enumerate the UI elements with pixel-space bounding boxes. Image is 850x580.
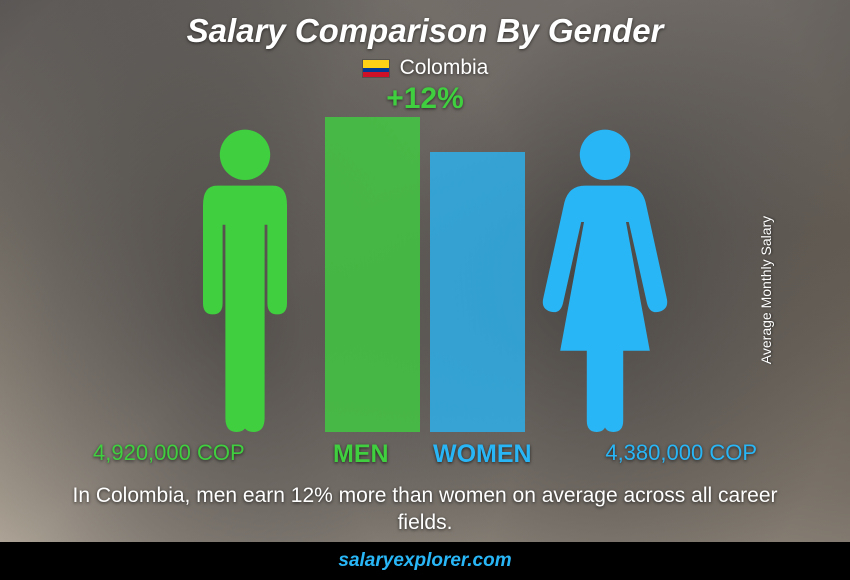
page-title: Salary Comparison By Gender bbox=[187, 12, 664, 50]
gender-women-label: WOMEN bbox=[433, 440, 532, 469]
bar-men bbox=[325, 117, 420, 432]
woman-icon bbox=[535, 124, 675, 432]
infographic-container: Salary Comparison By Gender Colombia +12… bbox=[0, 0, 850, 580]
footer-bar: salaryexplorer.com bbox=[0, 542, 850, 580]
gender-men-label: MEN bbox=[333, 440, 389, 469]
flag-stripe-red bbox=[363, 72, 389, 76]
country-label: Colombia bbox=[400, 56, 489, 80]
caption-text: In Colombia, men earn 12% more than wome… bbox=[55, 482, 795, 537]
labels-row: 4,920,000 COP MEN WOMEN 4,380,000 COP bbox=[75, 440, 775, 472]
flag-stripe-yellow bbox=[363, 60, 389, 69]
percentage-difference-label: +12% bbox=[386, 82, 464, 116]
country-row: Colombia bbox=[362, 56, 489, 80]
bar-women bbox=[430, 152, 525, 432]
man-icon bbox=[175, 124, 315, 432]
footer-site-label: salaryexplorer.com bbox=[338, 550, 511, 572]
salary-women-label: 4,380,000 COP bbox=[605, 440, 757, 466]
y-axis-label: Average Monthly Salary bbox=[758, 216, 774, 364]
chart-area: +12% bbox=[75, 82, 775, 432]
colombia-flag-icon bbox=[362, 59, 390, 78]
salary-men-label: 4,920,000 COP bbox=[93, 440, 245, 466]
